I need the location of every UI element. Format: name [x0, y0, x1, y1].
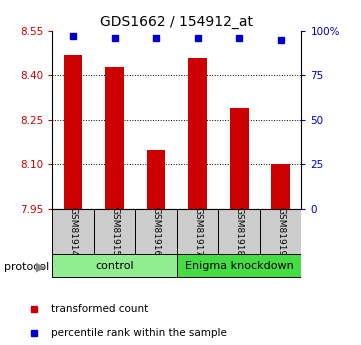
Text: transformed count: transformed count — [51, 304, 148, 314]
Text: Enigma knockdown: Enigma knockdown — [185, 261, 293, 270]
Text: percentile rank within the sample: percentile rank within the sample — [51, 328, 226, 338]
Bar — [177, 209, 218, 254]
Text: GSM81918: GSM81918 — [235, 207, 244, 256]
Bar — [188, 58, 207, 209]
Bar — [218, 209, 260, 254]
Bar — [147, 149, 165, 209]
Text: protocol: protocol — [4, 263, 49, 272]
Text: GSM81917: GSM81917 — [193, 207, 202, 256]
Bar — [94, 209, 135, 254]
Bar — [177, 254, 301, 277]
Text: control: control — [95, 261, 134, 270]
Bar — [271, 164, 290, 209]
Title: GDS1662 / 154912_at: GDS1662 / 154912_at — [100, 14, 253, 29]
Text: GSM81914: GSM81914 — [69, 207, 78, 256]
Bar — [64, 55, 82, 209]
Text: GSM81915: GSM81915 — [110, 207, 119, 256]
Bar — [52, 254, 177, 277]
Bar — [135, 209, 177, 254]
Text: ▶: ▶ — [36, 261, 46, 274]
Bar — [105, 67, 124, 209]
Bar — [52, 209, 94, 254]
Text: GSM81916: GSM81916 — [152, 207, 161, 256]
Bar — [230, 108, 248, 209]
Bar — [260, 209, 301, 254]
Text: GSM81919: GSM81919 — [276, 207, 285, 256]
